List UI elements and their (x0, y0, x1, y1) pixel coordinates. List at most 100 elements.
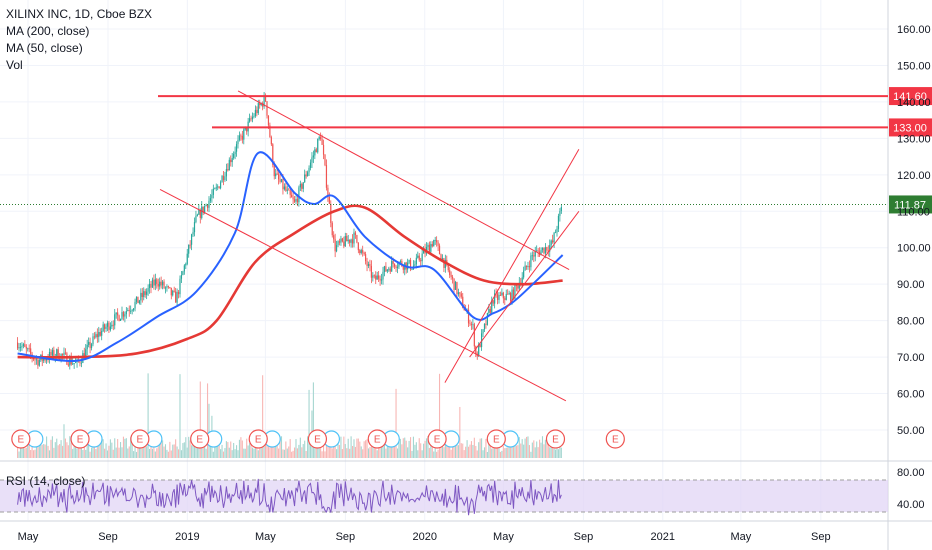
volume-bar (459, 406, 461, 458)
earnings-marker (545, 429, 566, 449)
candle-body (446, 259, 448, 264)
volume-bar (515, 445, 517, 458)
y-tick-label: 140.00 (897, 97, 931, 109)
volume-bar (286, 448, 288, 458)
volume-bar (443, 447, 445, 458)
volume-bar (544, 439, 546, 458)
volume-bar (315, 448, 317, 458)
candle-body (531, 255, 533, 257)
candle-body (421, 253, 423, 262)
volume-bar (235, 445, 238, 458)
candle-body (57, 349, 59, 359)
candle-body (467, 309, 470, 324)
candle-body (395, 266, 397, 268)
candle-body (147, 288, 149, 292)
volume-bar (251, 447, 254, 458)
candle-body (256, 109, 258, 114)
volume-bar (354, 446, 356, 458)
earnings-marker-label: E (137, 435, 144, 446)
candle-body (502, 292, 504, 299)
candle-body (240, 135, 242, 137)
candle-body (282, 179, 284, 190)
y-tick-label: 90.00 (897, 279, 925, 291)
candle-body (383, 266, 386, 272)
rsi-legend[interactable]: RSI (14, close) (6, 474, 86, 488)
volume-bar (440, 439, 442, 458)
candle-body (106, 322, 109, 327)
legend-symbol-title[interactable]: XILINX INC, 1D, Cboe BZX (6, 7, 153, 21)
volume-bar (177, 449, 180, 458)
volume-bar (378, 441, 380, 458)
candle-body (408, 259, 410, 263)
candle-body (127, 310, 129, 312)
legend-ma200[interactable]: MA (200, close) (6, 24, 90, 38)
volume-bar (70, 442, 72, 458)
volume-bar (307, 436, 309, 458)
candle-body (318, 136, 320, 139)
volume-bar (504, 448, 506, 458)
volume-bar (124, 438, 126, 458)
candle-body (370, 265, 372, 278)
candle-body (288, 189, 290, 191)
legend-vol[interactable]: Vol (6, 58, 23, 72)
candle-body (380, 279, 383, 281)
volume-bar (427, 436, 429, 458)
candle-body (264, 95, 267, 102)
candle-body (521, 277, 523, 285)
trendline-1 (237, 90, 570, 271)
volume-bar (343, 436, 345, 458)
volume-bar (540, 442, 542, 458)
candle-body (124, 314, 126, 317)
volume-bar (227, 442, 229, 458)
candle-body (156, 279, 158, 284)
volume-bar (353, 439, 355, 458)
candle-body (433, 240, 435, 247)
volume-bar (130, 437, 132, 458)
legend-ma50[interactable]: MA (50, close) (6, 41, 83, 55)
volume-bar (462, 443, 464, 458)
x-tick-label: Sep (98, 531, 118, 543)
volume-bar (507, 447, 509, 458)
candle-body (409, 259, 412, 270)
earnings-marker (605, 429, 625, 449)
candle-body (547, 250, 549, 252)
candle-body (375, 275, 377, 280)
volume-bar (502, 446, 504, 458)
volume-bar (95, 449, 97, 458)
candle-body (299, 184, 301, 188)
candle-body (438, 245, 441, 255)
volume-bar (98, 437, 100, 458)
volume-bar (447, 444, 449, 458)
trendline-3 (444, 149, 580, 383)
candle-body (167, 286, 169, 288)
volume-bar (399, 438, 401, 458)
volume-bar (511, 440, 513, 458)
candle-body (132, 308, 135, 311)
earnings-marker-label: E (612, 435, 619, 446)
candle-body (528, 266, 531, 268)
volume-bar (359, 441, 361, 458)
candle-body (137, 296, 139, 304)
candle-body (512, 289, 515, 299)
candle-body (437, 242, 439, 246)
candle-body (206, 204, 209, 208)
earnings-marker (367, 429, 387, 449)
candle-body (338, 241, 341, 243)
volume-bar (292, 450, 294, 458)
volume-bar (160, 440, 162, 458)
x-tick-label: Sep (336, 531, 356, 543)
candle-body (363, 252, 365, 255)
candle-body (507, 293, 509, 295)
candle-body (86, 344, 88, 350)
volume-bar (430, 440, 432, 458)
volume-bar (76, 448, 78, 458)
volume-bar (192, 439, 194, 458)
volume-bar (552, 440, 554, 458)
earnings-marker (190, 429, 210, 449)
candle-body (48, 352, 51, 360)
earnings-marker-label: E (493, 435, 500, 446)
candle-body (417, 255, 419, 258)
candle-body (138, 300, 140, 304)
volume-bar (18, 451, 20, 458)
